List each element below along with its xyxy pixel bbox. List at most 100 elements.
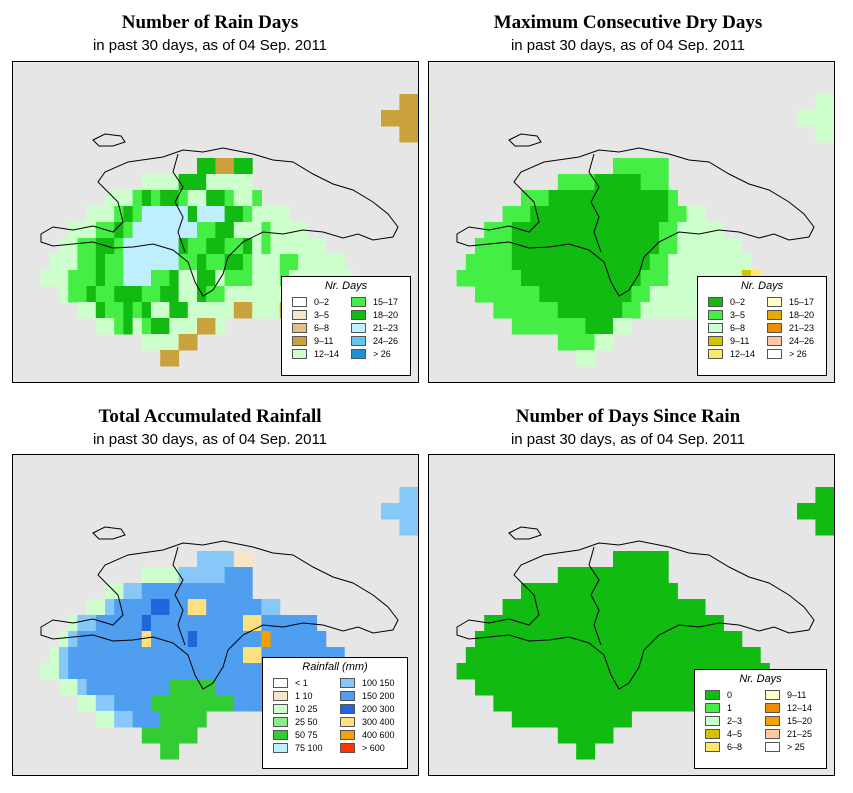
- grid-cell: [187, 190, 198, 207]
- grid-cell: [169, 254, 180, 271]
- grid-cell: [114, 190, 124, 207]
- grid-cell: [723, 647, 734, 664]
- grid-cell: [151, 270, 161, 287]
- grid-cell: [197, 615, 207, 632]
- grid-cell: [815, 94, 826, 111]
- grid-cell: [123, 615, 134, 632]
- grid-cell: [169, 631, 180, 648]
- grid-cell: [224, 158, 235, 175]
- grid-cell: [187, 695, 198, 712]
- grid-cell: [594, 711, 605, 728]
- legend-swatch: [292, 310, 307, 320]
- grid-cell: [484, 286, 494, 303]
- grid-cell: [77, 615, 88, 632]
- grid-cell: [567, 583, 577, 600]
- grid-cell: [502, 631, 513, 648]
- grid-cell: [123, 631, 134, 648]
- grid-cell: [86, 254, 97, 271]
- grid-cell: [77, 254, 88, 271]
- grid-cell: [132, 190, 143, 207]
- map-grid: [40, 94, 418, 367]
- grid-cell: [243, 254, 253, 271]
- legend-swatch: [340, 743, 355, 753]
- grid-cell: [224, 222, 235, 239]
- grid-cell: [686, 286, 697, 303]
- grid-cell: [215, 615, 226, 632]
- grid-cell: [178, 695, 189, 712]
- grid-cell: [548, 222, 559, 239]
- grid-cell: [261, 302, 272, 319]
- grid-cell: [677, 286, 688, 303]
- grid-cell: [594, 286, 605, 303]
- grid-cell: [594, 599, 605, 616]
- grid-cell: [307, 631, 318, 648]
- grid-cell: [123, 679, 134, 696]
- grid-cell: [160, 679, 170, 696]
- grid-cell: [95, 679, 106, 696]
- country-border: [588, 153, 602, 253]
- grid-cell: [233, 679, 244, 696]
- grid-cell: [399, 110, 410, 127]
- panel-title: Maximum Consecutive Dry Days: [493, 12, 763, 33]
- grid-cell: [714, 238, 724, 255]
- grid-cell: [114, 679, 124, 696]
- legend-swatch: [273, 704, 288, 714]
- grid-cell: [105, 270, 115, 287]
- map-panel: Nr. Days 0–2 3–5 6–8 9–11 12–14 15–17 18–20 21–…: [428, 61, 835, 383]
- grid-cell: [484, 647, 494, 664]
- grid-cell: [261, 286, 272, 303]
- grid-cell: [298, 254, 308, 271]
- grid-cell: [603, 583, 614, 600]
- grid-cell: [141, 583, 152, 600]
- grid-cell: [408, 503, 418, 520]
- grid-cell: [224, 583, 235, 600]
- map-legend: Rainfall (mm) < 1 1 10 10 25 25 50 50 75 75 1…: [262, 657, 408, 769]
- grid-cell: [567, 222, 577, 239]
- grid-cell: [215, 254, 226, 271]
- grid-cell: [114, 695, 124, 712]
- grid-cell: [585, 222, 596, 239]
- grid-cell: [215, 599, 226, 616]
- country-border: [172, 546, 186, 646]
- grid-cell: [187, 286, 198, 303]
- grid-cell: [631, 286, 642, 303]
- grid-cell: [475, 286, 485, 303]
- grid-cell: [548, 206, 559, 223]
- grid-cell: [325, 254, 336, 271]
- grid-cell: [215, 158, 226, 175]
- grid-cell: [677, 663, 688, 680]
- grid-cell: [243, 599, 253, 616]
- grid-cell: [603, 286, 614, 303]
- grid-cell: [86, 206, 97, 223]
- grid-cell: [206, 302, 216, 319]
- grid-cell: [233, 615, 244, 632]
- grid-cell: [49, 663, 60, 680]
- grid-cell: [613, 206, 623, 223]
- grid-cell: [252, 679, 262, 696]
- legend-swatch: [340, 704, 355, 714]
- grid-cell: [187, 583, 198, 600]
- grid-cell: [335, 254, 345, 271]
- island-outline: [456, 147, 815, 297]
- legend-swatch: [340, 717, 355, 727]
- grid-cell: [521, 318, 531, 335]
- grid-cell: [659, 206, 669, 223]
- legend-swatch: [708, 310, 723, 320]
- grid-cell: [640, 302, 651, 319]
- grid-cell: [576, 206, 586, 223]
- grid-cell: [511, 663, 522, 680]
- grid-cell: [197, 206, 207, 223]
- grid-cell: [252, 270, 262, 287]
- grid-cell: [613, 190, 623, 207]
- grid-cell: [206, 270, 216, 287]
- grid-cell: [77, 695, 88, 712]
- legend-label: 21–23: [789, 323, 815, 333]
- grid-cell: [95, 647, 106, 664]
- grid-cell: [686, 663, 697, 680]
- legend-swatch: [273, 678, 288, 688]
- grid-cell: [548, 695, 559, 712]
- grid-cell: [622, 679, 632, 696]
- grid-cell: [649, 663, 660, 680]
- legend-swatch: [705, 729, 720, 739]
- grid-cell: [484, 238, 494, 255]
